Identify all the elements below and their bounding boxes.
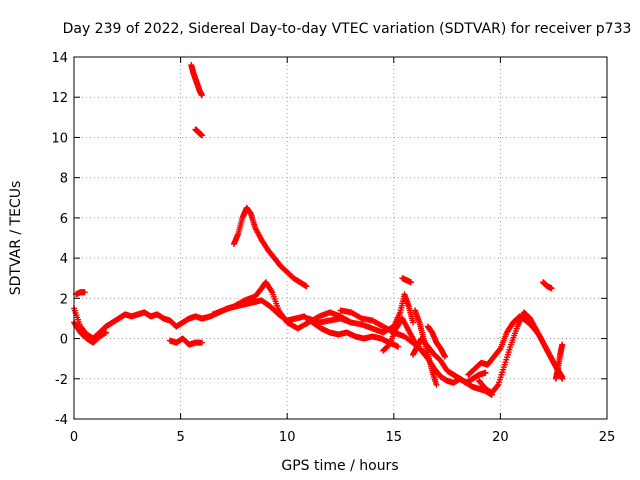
series-arc-6 xyxy=(192,126,205,139)
series-arc-18 xyxy=(476,309,566,396)
x-tick-label: 15 xyxy=(386,430,403,445)
series-arc-10 xyxy=(305,291,416,336)
x-tick-label: 5 xyxy=(176,430,184,445)
data-point xyxy=(395,343,402,350)
y-tick-label: 10 xyxy=(51,131,68,146)
data-point xyxy=(482,369,489,376)
plot-frame xyxy=(73,56,608,420)
data-point xyxy=(559,341,566,348)
data-point xyxy=(81,289,88,296)
data-point xyxy=(496,346,503,353)
data-layer xyxy=(71,62,566,398)
series-arc-9 xyxy=(230,204,310,290)
series-arc-1 xyxy=(71,305,205,342)
series-arc-15 xyxy=(399,275,414,286)
data-point xyxy=(441,353,448,360)
y-tick-label: 6 xyxy=(60,212,68,227)
grid-layer xyxy=(74,57,607,419)
y-tick-label: 0 xyxy=(60,333,68,348)
data-point xyxy=(303,283,310,290)
y-tick-label: -4 xyxy=(55,413,68,428)
series-arc-8 xyxy=(209,279,355,332)
series-arc-3 xyxy=(73,289,88,298)
data-point xyxy=(198,132,205,139)
data-point xyxy=(559,373,566,380)
y-tick-label: 4 xyxy=(60,252,68,267)
y-axis-label: SDTVAR / TECUs xyxy=(8,181,24,296)
data-point xyxy=(548,285,555,292)
series-arc-20 xyxy=(552,341,566,382)
x-axis-label: GPS time / hours xyxy=(281,458,398,474)
data-point xyxy=(409,319,416,326)
series-arc-2 xyxy=(71,319,109,346)
y-tick-label: -2 xyxy=(55,373,68,388)
x-tick-label: 0 xyxy=(70,430,78,445)
data-point xyxy=(198,339,205,346)
data-point xyxy=(494,382,501,389)
y-tick-label: 14 xyxy=(51,51,68,66)
data-point xyxy=(102,329,109,336)
chart-title: Day 239 of 2022, Sidereal Day-to-day VTE… xyxy=(63,21,632,37)
series-arc-19 xyxy=(540,279,555,292)
series-arc-4 xyxy=(166,335,205,348)
y-tick-label: 8 xyxy=(60,172,68,187)
y-tick-label: 12 xyxy=(51,91,68,106)
x-tick-label: 10 xyxy=(279,430,296,445)
data-point xyxy=(268,288,275,295)
x-tick-label: 20 xyxy=(492,430,509,445)
series-arc-5 xyxy=(188,62,205,99)
data-point xyxy=(433,381,440,388)
y-tick-label: 2 xyxy=(60,292,68,307)
axis-layer: 0 5 10 15 20 25 -4 -2 0 2 4 6 8 10 12 14 xyxy=(51,51,615,445)
data-point xyxy=(198,92,205,99)
series-arc-16 xyxy=(424,323,448,360)
data-point xyxy=(407,279,414,286)
series-arc-14 xyxy=(412,307,440,388)
x-tick-label: 25 xyxy=(599,430,616,445)
